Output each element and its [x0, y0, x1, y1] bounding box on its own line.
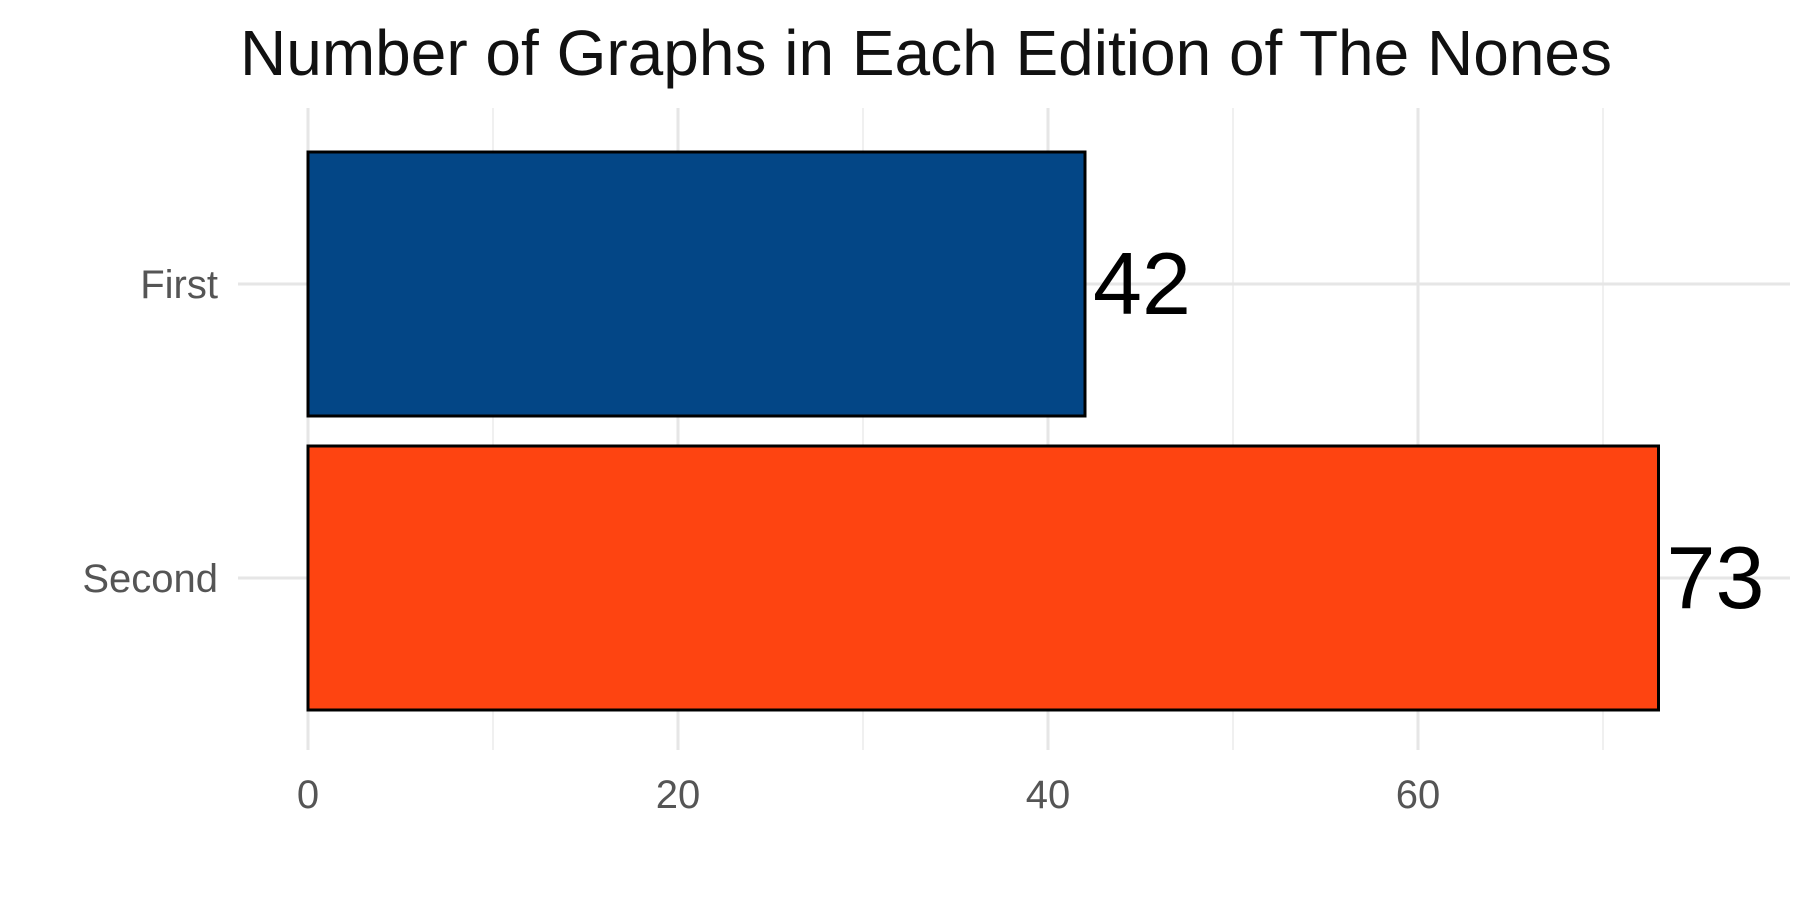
- x-tick-label: 60: [1396, 773, 1441, 817]
- x-tick-label: 0: [297, 773, 319, 817]
- bars: [306, 150, 1660, 712]
- y-axis-tick-labels: First Second: [82, 263, 218, 601]
- y-tick-label: First: [140, 263, 218, 307]
- data-label-second: 73: [1667, 528, 1765, 627]
- bar-second: [306, 444, 1660, 712]
- y-tick-label: Second: [82, 557, 218, 601]
- chart-title: Number of Graphs in Each Edition of The …: [240, 17, 1612, 89]
- x-tick-label: 20: [656, 773, 701, 817]
- data-labels: 42 73: [1093, 234, 1764, 627]
- x-axis-tick-labels: 0 20 40 60: [297, 773, 1440, 817]
- bar-first: [306, 150, 1087, 418]
- x-tick-label: 40: [1026, 773, 1071, 817]
- data-label-first: 42: [1093, 234, 1191, 333]
